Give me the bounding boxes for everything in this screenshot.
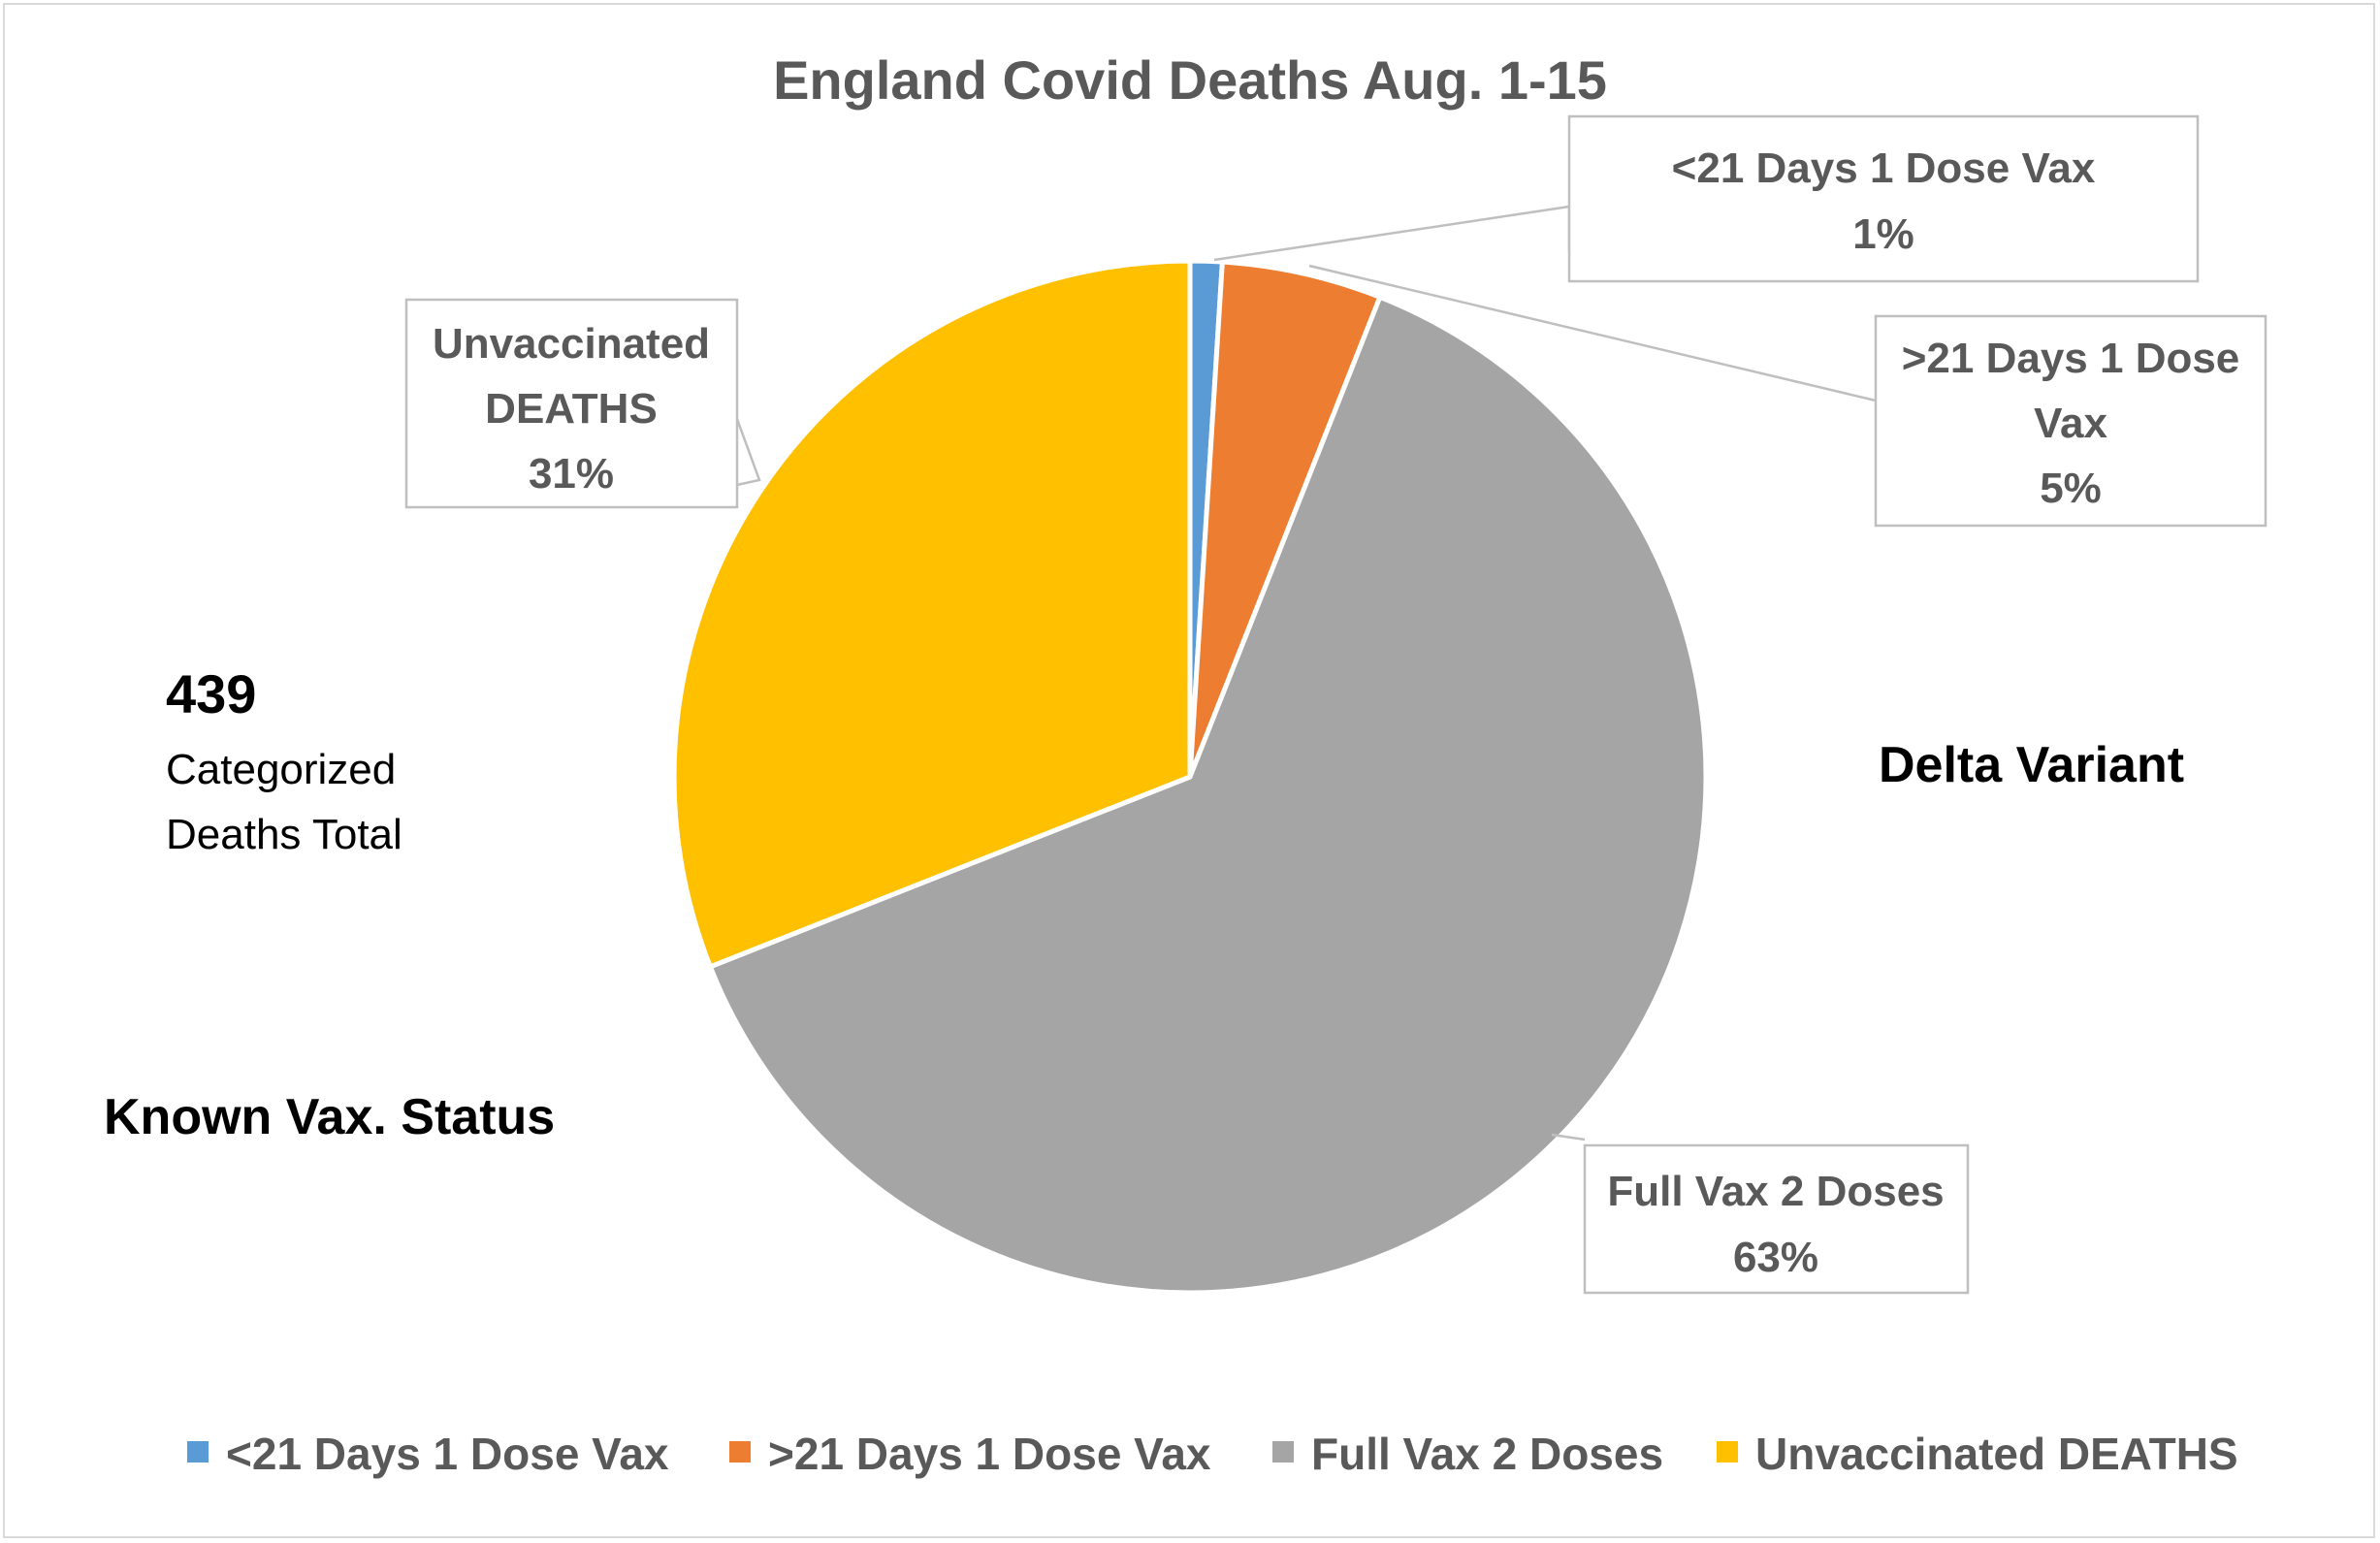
legend-label-full: Full Vax 2 Doses (1311, 1429, 1663, 1479)
legend-label-gt21: >21 Days 1 Dose Vax (768, 1429, 1211, 1479)
leader-line-gt21 (1308, 264, 1877, 402)
callout-lt21-name: <21 Days 1 Dose Vax (1672, 145, 2096, 192)
pie-slice-gt21 (1187, 259, 1383, 780)
pie-slice-full (707, 294, 1709, 1296)
callout-full-value: 63% (1733, 1234, 1818, 1281)
callout-full-name: Full Vax 2 Doses (1607, 1168, 1944, 1215)
callout-gt21-name-2: Vax (2034, 400, 2107, 447)
total-deaths-label-1: Categorized (166, 746, 396, 793)
callout-unvax-name-2: DEATHS (485, 385, 658, 433)
callout-unvax: Unvaccinated DEATHS 31% (404, 298, 739, 509)
variant-label: Delta Variant (1879, 737, 2184, 793)
callout-gt21-name-1: >21 Days 1 Dose (1902, 335, 2240, 382)
legend-label-lt21: <21 Days 1 Dose Vax (226, 1429, 669, 1479)
callout-unvax-name-1: Unvaccinated (433, 320, 710, 368)
chart-title: England Covid Deaths Aug. 1-15 (773, 49, 1607, 111)
callout-lt21-value: 1% (1852, 210, 1914, 258)
total-deaths-number: 439 (166, 663, 256, 724)
pie-slice-unvax (671, 258, 1193, 970)
legend-swatch-full (1272, 1441, 1294, 1463)
callout-box-full (1583, 1143, 1970, 1295)
leader-line-full (1551, 1133, 1586, 1141)
leader-line-unvax (735, 418, 761, 487)
callout-box-unvax (404, 298, 739, 509)
callout-box-gt21 (1874, 314, 2267, 528)
legend: <21 Days 1 Dose Vax >21 Days 1 Dose Vax … (187, 1429, 2238, 1479)
callout-lt21: <21 Days 1 Dose Vax 1% (1567, 114, 2200, 283)
pie-slices (671, 258, 1709, 1296)
legend-label-unvax: Unvaccinated DEATHS (1755, 1429, 2238, 1479)
legend-swatch-unvax (1717, 1441, 1738, 1463)
leader-line-lt21 (1213, 205, 1571, 262)
callout-gt21-value: 5% (2040, 465, 2102, 512)
callout-unvax-value: 31% (529, 450, 614, 498)
legend-swatch-lt21 (187, 1441, 209, 1463)
legend-swatch-gt21 (729, 1441, 751, 1463)
callout-box-lt21 (1567, 114, 2200, 283)
callout-full: Full Vax 2 Doses 63% (1583, 1143, 1970, 1295)
callout-gt21: >21 Days 1 Dose Vax 5% (1874, 314, 2267, 528)
status-label: Known Vax. Status (104, 1089, 555, 1145)
total-deaths-label-2: Deaths Total (166, 811, 402, 858)
